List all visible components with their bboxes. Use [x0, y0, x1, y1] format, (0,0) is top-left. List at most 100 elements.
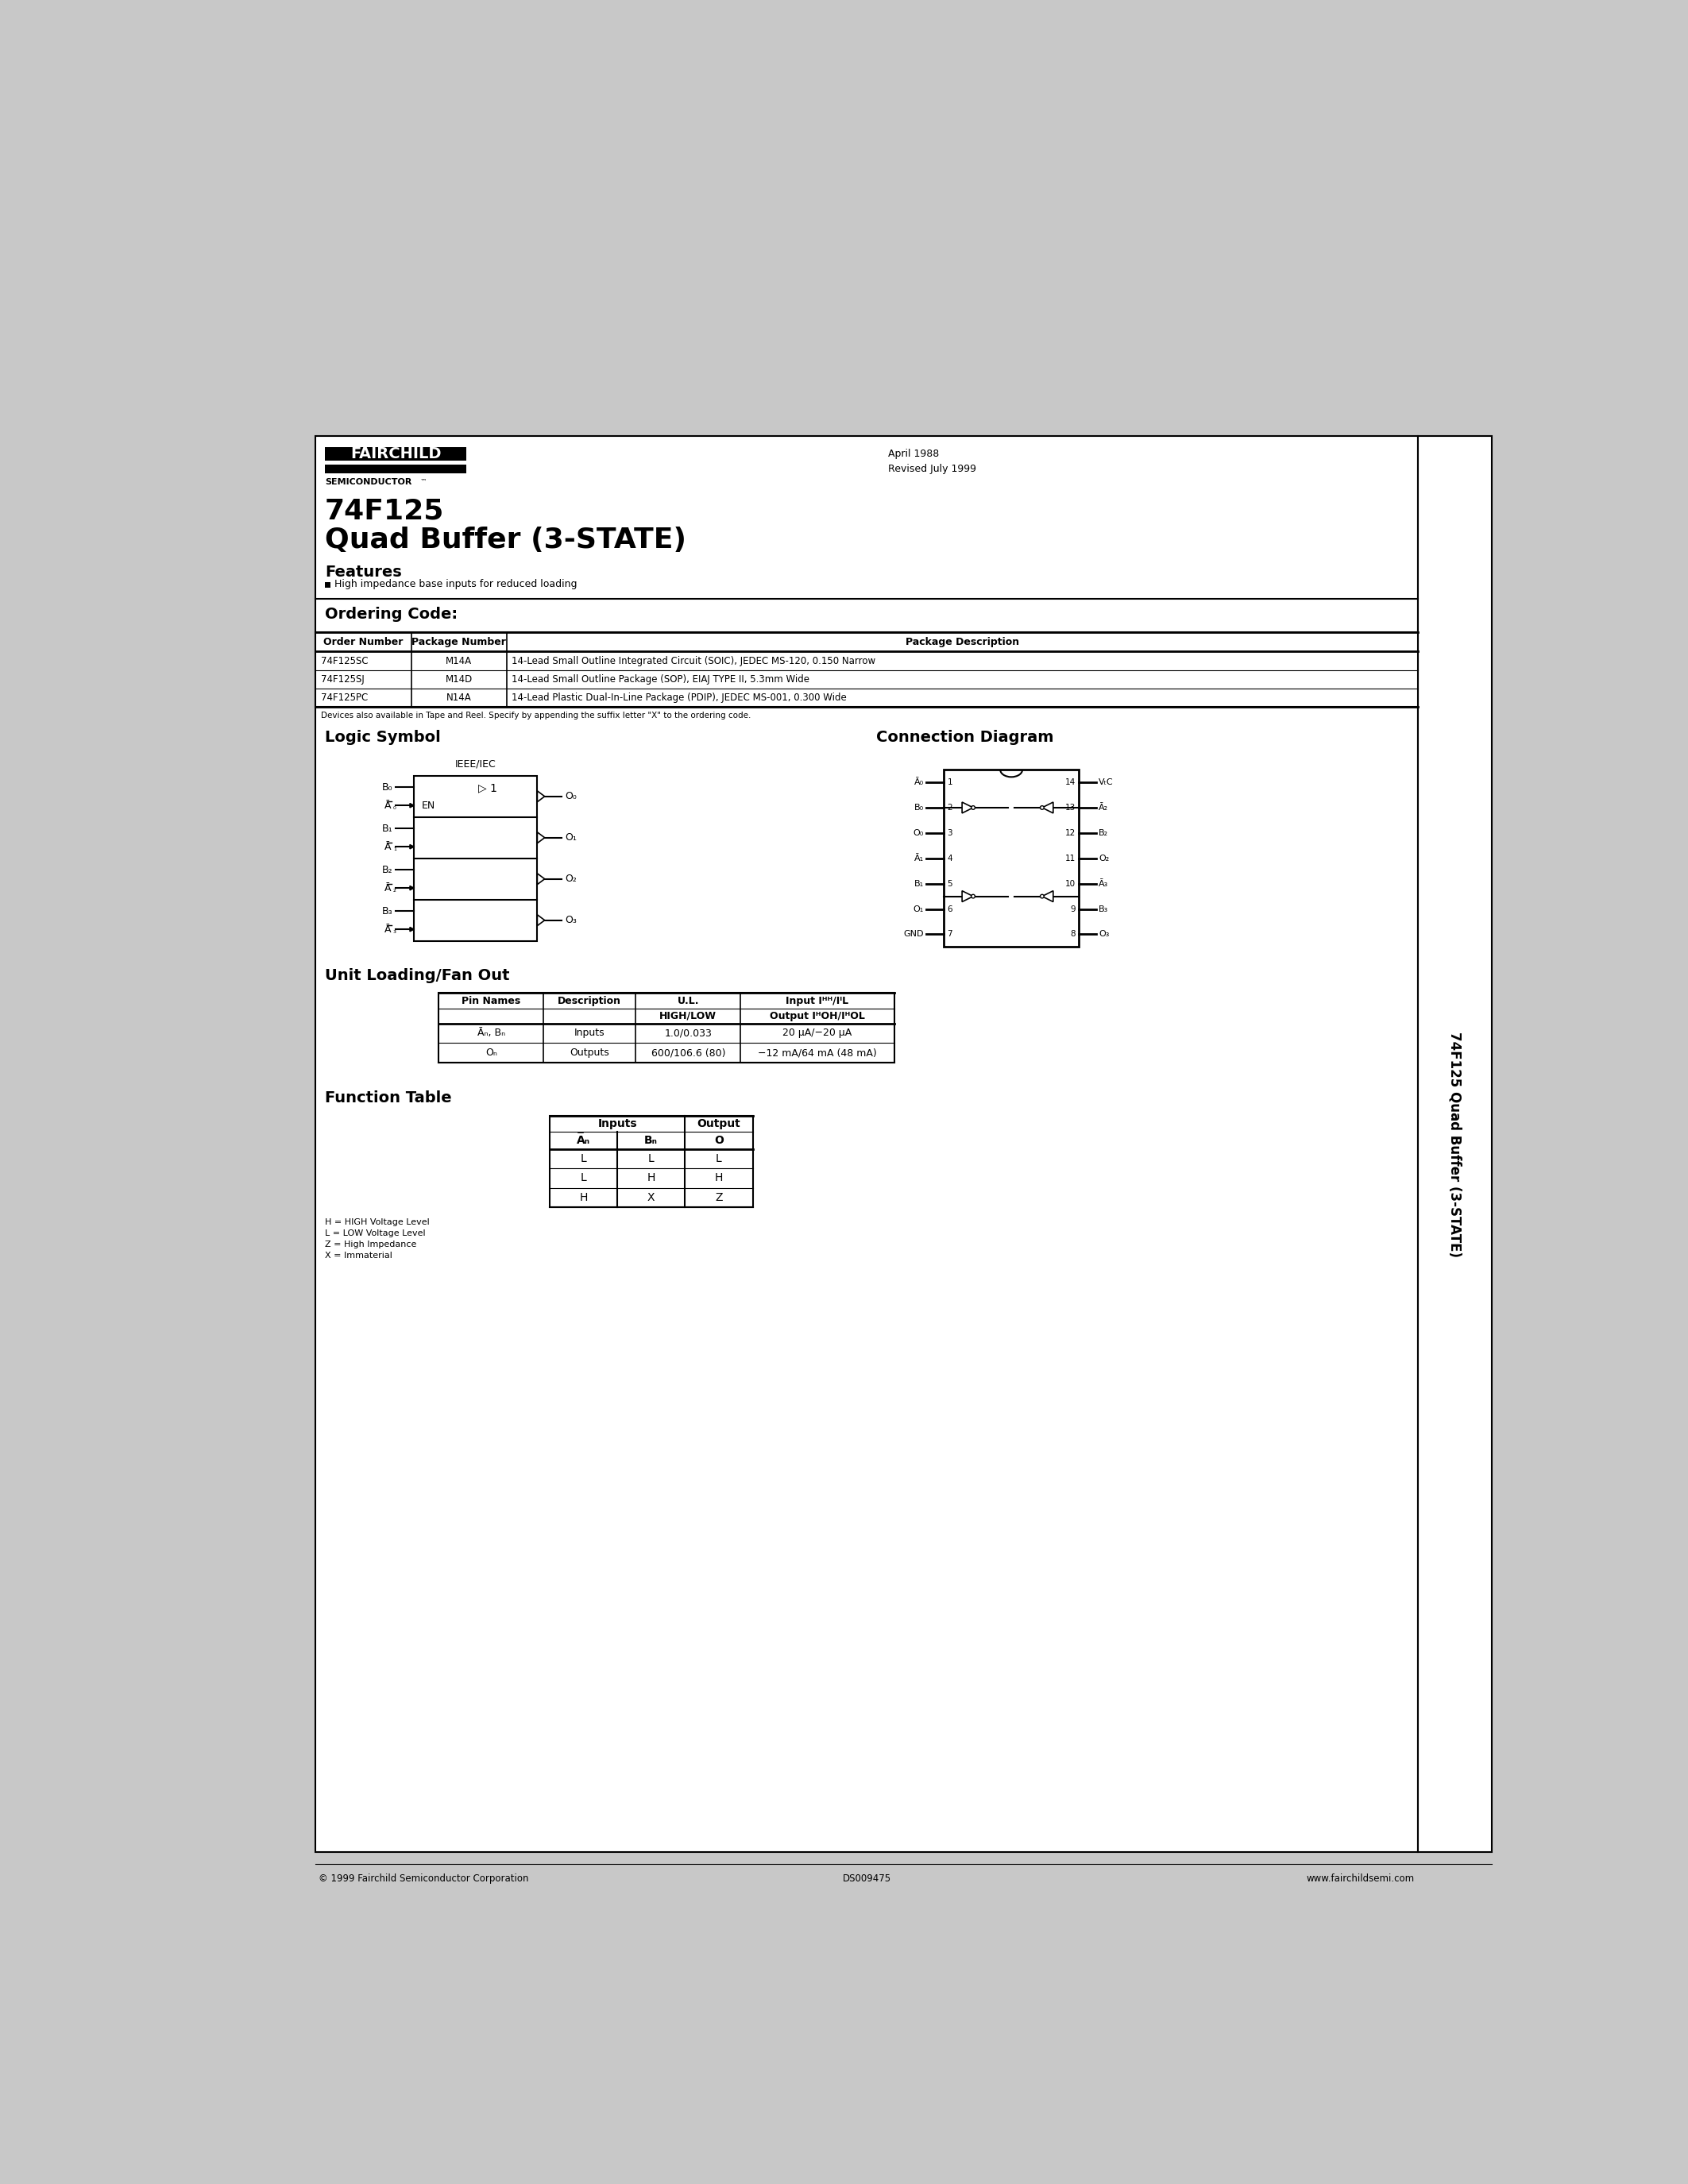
Polygon shape — [1041, 891, 1053, 902]
Text: ₀: ₀ — [393, 804, 397, 810]
Text: Devices also available in Tape and Reel. Specify by appending the suffix letter : Devices also available in Tape and Reel.… — [321, 712, 751, 719]
Text: © 1999 Fairchild Semiconductor Corporation: © 1999 Fairchild Semiconductor Corporati… — [319, 1874, 528, 1885]
Bar — [324, 581, 331, 587]
Bar — [316, 631, 1418, 708]
Polygon shape — [962, 802, 974, 812]
Text: 10: 10 — [1065, 880, 1075, 887]
Text: Ā₁: Ā₁ — [915, 854, 923, 863]
Text: 600/106.6 (80): 600/106.6 (80) — [652, 1048, 726, 1057]
Text: 9: 9 — [1070, 904, 1075, 913]
Text: Logic Symbol: Logic Symbol — [324, 729, 441, 745]
Text: H: H — [714, 1173, 722, 1184]
Polygon shape — [537, 832, 545, 843]
Text: U.L.: U.L. — [677, 996, 699, 1007]
Text: 7: 7 — [947, 930, 952, 939]
Text: ₂: ₂ — [393, 885, 397, 893]
Text: L = LOW Voltage Level: L = LOW Voltage Level — [324, 1230, 425, 1238]
Bar — [324, 448, 466, 461]
Text: Z: Z — [716, 1192, 722, 1203]
Text: Output IᴴOH/IᴴOL: Output IᴴOH/IᴴOL — [770, 1011, 864, 1022]
Text: 6: 6 — [947, 904, 952, 913]
Text: Inputs: Inputs — [574, 1029, 604, 1037]
Text: VₜC: VₜC — [1099, 778, 1114, 786]
Polygon shape — [410, 804, 414, 808]
Bar — [1418, 437, 1492, 1852]
Text: Package Description: Package Description — [905, 638, 1020, 646]
Text: O₂: O₂ — [1099, 854, 1109, 863]
Text: 14-Lead Plastic Dual-In-Line Package (PDIP), JEDEC MS-001, 0.300 Wide: 14-Lead Plastic Dual-In-Line Package (PD… — [511, 692, 846, 703]
Circle shape — [971, 806, 976, 810]
Text: H: H — [647, 1173, 655, 1184]
Text: Revised July 1999: Revised July 1999 — [888, 463, 976, 474]
Text: O₀: O₀ — [913, 830, 923, 836]
Text: B₀: B₀ — [915, 804, 923, 812]
Text: 74F125PC: 74F125PC — [321, 692, 368, 703]
Text: B₃: B₃ — [381, 906, 393, 917]
Bar — [414, 775, 537, 941]
Text: 5: 5 — [947, 880, 952, 887]
Bar — [550, 1116, 753, 1208]
Text: O₁: O₁ — [565, 832, 577, 843]
Polygon shape — [537, 791, 545, 802]
Text: Function Table: Function Table — [324, 1090, 452, 1105]
Text: Inputs: Inputs — [598, 1118, 636, 1129]
Text: Pin Names: Pin Names — [461, 996, 520, 1007]
Text: Aₙ: Aₙ — [577, 1136, 591, 1147]
Text: B₁: B₁ — [915, 880, 923, 887]
Text: Input Iᴴᴴ/IᴵL: Input Iᴴᴴ/IᴵL — [787, 996, 849, 1007]
Polygon shape — [537, 915, 545, 926]
Text: B₂: B₂ — [1099, 830, 1109, 836]
Text: 11: 11 — [1065, 854, 1075, 863]
Text: B₁: B₁ — [381, 823, 393, 834]
Text: O₀: O₀ — [565, 791, 577, 802]
Text: Ā: Ā — [383, 924, 390, 935]
Text: X = Immaterial: X = Immaterial — [324, 1251, 392, 1260]
Text: L: L — [648, 1153, 655, 1164]
Polygon shape — [537, 874, 545, 885]
Text: ₁: ₁ — [393, 843, 397, 852]
Text: H = HIGH Voltage Level: H = HIGH Voltage Level — [324, 1219, 429, 1227]
Text: 3: 3 — [947, 830, 952, 836]
Text: 14: 14 — [1065, 778, 1075, 786]
Text: 74F125 Quad Buffer (3-STATE): 74F125 Quad Buffer (3-STATE) — [1447, 1031, 1462, 1258]
Text: L: L — [581, 1153, 586, 1164]
Text: B₂: B₂ — [381, 865, 393, 876]
Text: www.fairchildsemi.com: www.fairchildsemi.com — [1307, 1874, 1415, 1885]
Bar — [316, 437, 1418, 1852]
Text: O₂: O₂ — [565, 874, 577, 885]
Text: Ā₂: Ā₂ — [1099, 804, 1109, 812]
Text: High impedance base inputs for reduced loading: High impedance base inputs for reduced l… — [334, 579, 577, 590]
Text: H: H — [579, 1192, 587, 1203]
Text: 74F125: 74F125 — [324, 498, 444, 524]
Text: Ordering Code:: Ordering Code: — [324, 607, 457, 622]
Text: 74F125SJ: 74F125SJ — [321, 675, 365, 684]
Text: O₃: O₃ — [565, 915, 577, 926]
Text: ™: ™ — [420, 478, 427, 485]
Text: 1: 1 — [947, 778, 952, 786]
Text: April 1988: April 1988 — [888, 450, 939, 459]
Text: Connection Diagram: Connection Diagram — [876, 729, 1053, 745]
Text: 12: 12 — [1065, 830, 1075, 836]
Polygon shape — [962, 891, 974, 902]
Text: N14A: N14A — [446, 692, 471, 703]
Text: X: X — [648, 1192, 655, 1203]
Bar — [324, 465, 466, 474]
Text: Order Number: Order Number — [324, 638, 403, 646]
Text: M14A: M14A — [446, 655, 473, 666]
Text: O: O — [714, 1136, 724, 1147]
Text: Output: Output — [697, 1118, 741, 1129]
Text: Unit Loading/Fan Out: Unit Loading/Fan Out — [324, 968, 510, 983]
Text: Package Number: Package Number — [412, 638, 506, 646]
Circle shape — [971, 895, 976, 898]
Text: Features: Features — [324, 566, 402, 581]
Text: HIGH/LOW: HIGH/LOW — [660, 1011, 717, 1022]
Circle shape — [1040, 895, 1043, 898]
Text: Ā₀: Ā₀ — [915, 778, 923, 786]
Text: DS009475: DS009475 — [842, 1874, 891, 1885]
Text: O₃: O₃ — [1099, 930, 1109, 939]
Text: EN: EN — [422, 799, 436, 810]
Text: 4: 4 — [947, 854, 952, 863]
Text: −12 mA/64 mA (48 mA): −12 mA/64 mA (48 mA) — [758, 1048, 876, 1057]
Text: Outputs: Outputs — [571, 1048, 609, 1057]
Text: FAIRCHILD: FAIRCHILD — [349, 446, 441, 461]
